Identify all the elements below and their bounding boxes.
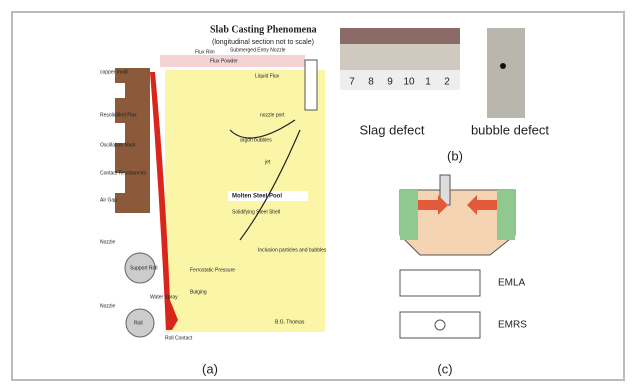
label: Nozzle [100, 239, 116, 245]
label: copper mold [100, 69, 128, 75]
label: Support Roll [130, 265, 158, 271]
label: Water Spray [150, 294, 178, 300]
label: EMRS [498, 320, 527, 331]
ruler-digit: 7 [349, 77, 355, 88]
ruler-digit: 8 [368, 77, 374, 88]
bubble [500, 63, 506, 69]
caption: (b) [447, 148, 463, 163]
label: Ferrostatic Pressure [190, 267, 235, 273]
label: Inclusion particles and bubbles [258, 247, 327, 253]
ruler-digit: 1 [425, 77, 431, 88]
subtitle: (longitudinal section not to scale) [212, 39, 314, 46]
label: argon bubbles [240, 137, 272, 143]
label: B.G. Thomas [275, 319, 305, 325]
label: Solidifying Steel Shell [232, 209, 280, 215]
label: Bulging [190, 289, 207, 295]
label: Flux Rim [195, 49, 215, 55]
ruler-digit: 2 [444, 77, 450, 88]
coil-l [400, 190, 418, 240]
coil-r [497, 190, 515, 240]
label: Slag defect [359, 122, 424, 137]
label: EMLA [498, 278, 526, 289]
caption: (c) [437, 361, 452, 376]
label: Roll [134, 320, 143, 326]
title: Slab Casting Phenomena [210, 24, 317, 35]
nozzle-shape [305, 60, 317, 110]
figure: Slab Casting Phenomena (longitudinal sec… [0, 0, 637, 388]
label: Flux Powder [210, 58, 238, 64]
label: nozzle port [260, 112, 285, 118]
label: Submerged Entry Nozzle [230, 47, 286, 53]
ruler-digit: 10 [403, 77, 415, 88]
label: Roll Contact [165, 335, 193, 341]
label: bubble defect [471, 122, 549, 137]
caption: (a) [202, 361, 218, 376]
label: Contact Resistances [100, 170, 146, 176]
label: jet [264, 159, 271, 165]
label: Molten Steel Pool [232, 194, 282, 200]
panel-a: Slab Casting Phenomena (longitudinal sec… [100, 24, 327, 376]
label: Liquid Flux [255, 73, 280, 79]
ruler [340, 70, 460, 90]
label: Air Gap [100, 197, 117, 203]
label: Nozzle [100, 303, 116, 309]
label: Resolidified Flux [100, 112, 137, 118]
bubble-photo [487, 28, 525, 118]
emla-diagram [400, 270, 480, 296]
ruler-digit: 9 [387, 77, 393, 88]
photo-strip [340, 28, 460, 44]
label: Oscillation Mark [100, 142, 136, 148]
nozzle-top [435, 320, 445, 330]
